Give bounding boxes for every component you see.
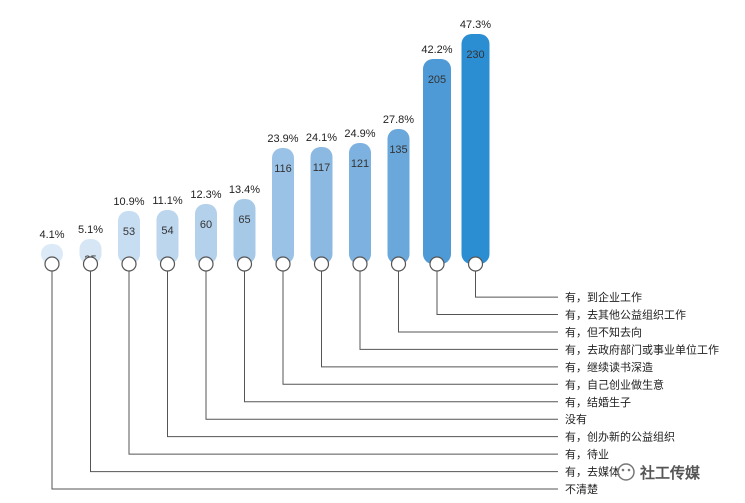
bar <box>461 34 490 264</box>
bar <box>310 147 333 264</box>
connector-line <box>475 271 558 298</box>
connector-line <box>244 271 558 403</box>
category-label: 没有 <box>565 412 587 426</box>
bar-percent-label: 4.1% <box>39 229 64 241</box>
connector-line <box>321 271 558 368</box>
bar-percent-label: 5.1% <box>78 224 103 236</box>
bar-percent-label: 10.9% <box>113 196 144 208</box>
bar-marker <box>159 256 176 272</box>
category-label: 有，继续读书深造 <box>565 360 653 374</box>
connector-lines <box>51 271 558 490</box>
category-label: 有，待业 <box>565 447 609 461</box>
bar <box>156 210 179 264</box>
bars: 204.1%255.1%5310.9%5411.1%6012.3%6513.4%… <box>39 19 491 271</box>
bar-percent-label: 27.8% <box>383 114 414 126</box>
connector-line <box>398 271 558 333</box>
bar-percent-label: 24.1% <box>306 132 337 144</box>
bar <box>233 199 256 264</box>
bar-percent-label: 42.2% <box>421 44 452 56</box>
connector-line <box>359 271 558 350</box>
connector-line <box>167 271 558 438</box>
bar-percent-label: 13.4% <box>229 184 260 196</box>
bar-value-label: 205 <box>428 74 446 86</box>
bar-marker <box>352 256 368 272</box>
bar <box>423 59 451 264</box>
bar-marker <box>390 256 407 272</box>
bar-percent-label: 12.3% <box>190 189 221 201</box>
bar <box>387 129 410 264</box>
bar-value-label: 116 <box>274 163 292 175</box>
category-label: 有，去媒体 <box>565 465 620 479</box>
wechat-icon-eye-right <box>627 468 631 472</box>
category-labels: 不清楚有，去媒体有，待业有，创办新的公益组织没有有，结婚生子有，自己创业做生意有… <box>565 290 719 496</box>
bar <box>195 204 217 264</box>
wechat-icon-eye-left <box>621 468 625 472</box>
bar-percent-label: 47.3% <box>460 19 491 31</box>
watermark: 社工传媒 <box>617 463 701 482</box>
bar-marker <box>429 256 445 272</box>
connector-line <box>51 271 558 490</box>
bar-value-label: 117 <box>313 162 331 174</box>
bar-marker <box>467 256 484 272</box>
wechat-icon <box>617 463 635 481</box>
bar-value-label: 230 <box>466 49 484 61</box>
bar-marker <box>121 256 137 272</box>
bar-value-label: 121 <box>351 158 369 170</box>
category-label: 有，到企业工作 <box>565 290 642 304</box>
category-label: 有，去其他公益组织工作 <box>565 308 686 322</box>
bar-percent-label: 23.9% <box>267 133 298 145</box>
bar-marker <box>313 256 330 272</box>
connector-line <box>128 271 558 455</box>
category-label: 有，但不知去向 <box>565 325 642 339</box>
category-label: 有，去政府部门或事业单位工作 <box>565 342 719 356</box>
bar <box>118 211 140 264</box>
connector-line <box>90 271 558 473</box>
bar-marker <box>236 256 253 272</box>
bar-marker <box>44 256 60 272</box>
bar-marker <box>82 256 99 272</box>
category-label: 有，结婚生子 <box>565 395 631 409</box>
bar-marker <box>275 256 291 272</box>
connector-line <box>205 271 558 420</box>
bar-value-label: 53 <box>123 226 135 238</box>
bar-percent-label: 11.1% <box>152 195 183 207</box>
bar <box>79 239 102 264</box>
bar-marker <box>198 256 214 272</box>
category-label: 不清楚 <box>565 482 598 496</box>
category-label: 有，创办新的公益组织 <box>565 430 675 444</box>
bar-value-label: 54 <box>161 225 173 237</box>
bar-markers <box>44 256 484 272</box>
bar <box>349 143 371 264</box>
bar-value-label: 65 <box>238 214 250 226</box>
bar-value-label: 135 <box>389 144 407 156</box>
bar <box>272 148 294 264</box>
watermark-text: 社工传媒 <box>639 464 701 482</box>
category-label: 有，自己创业做生意 <box>565 377 664 391</box>
bar-percent-label: 24.9% <box>344 128 375 140</box>
bar-value-label: 60 <box>200 219 212 231</box>
connector-line <box>436 271 558 315</box>
connector-line <box>282 271 558 385</box>
